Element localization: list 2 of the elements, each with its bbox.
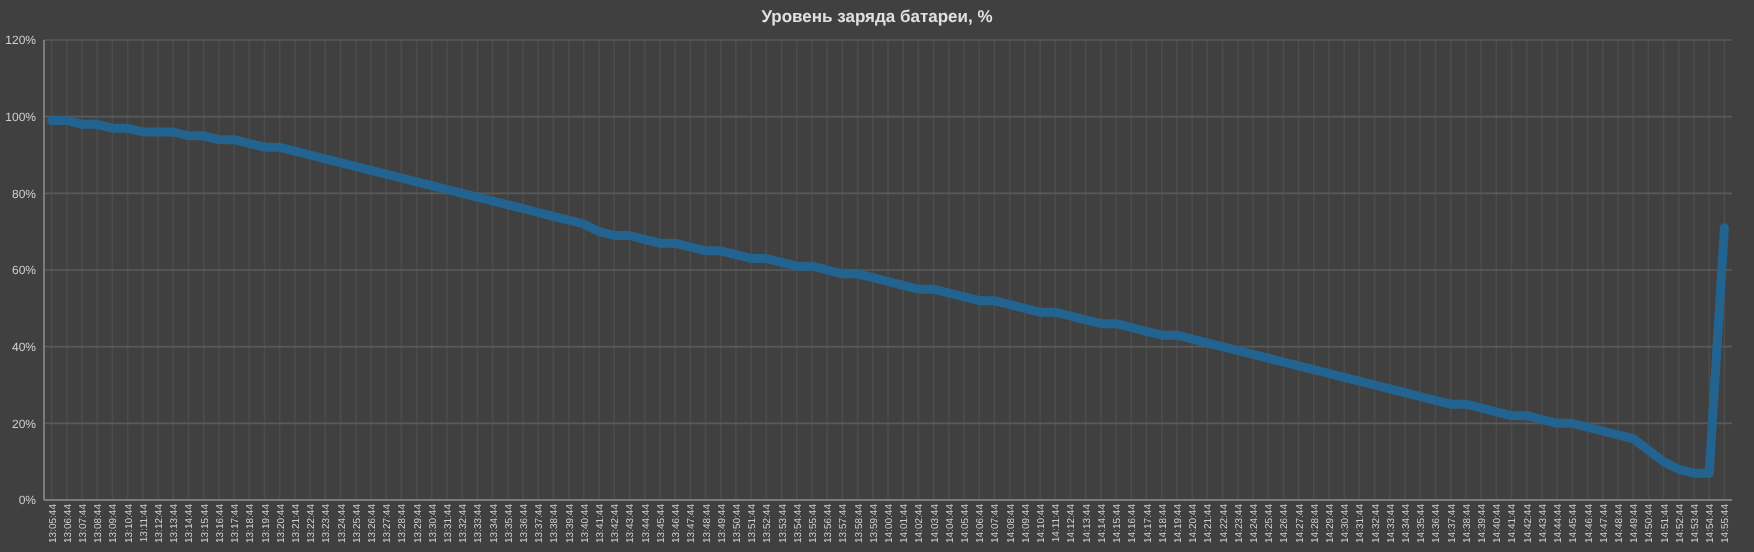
chart-title: Уровень заряда батареи, %: [761, 6, 994, 26]
line-series: [47, 116, 1729, 478]
